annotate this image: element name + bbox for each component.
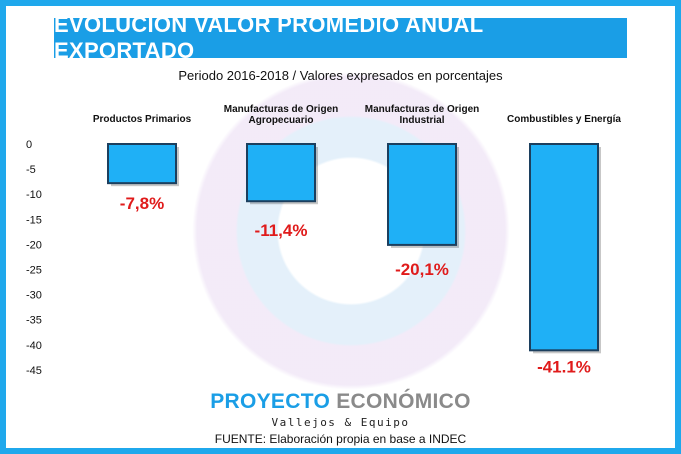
y-tick-label-0: 0 — [26, 139, 32, 151]
y-tick-label-9: -45 — [26, 365, 42, 377]
y-tick-label-1: -5 — [26, 164, 36, 176]
source-note: FUENTE: Elaboración propia en base a IND… — [214, 432, 467, 446]
y-tick-label-7: -35 — [26, 315, 42, 327]
brand-logo-part1: PROYECTO — [210, 390, 337, 413]
y-tick-label-8: -40 — [26, 340, 42, 352]
category-label-1-1: Agropecuario — [248, 115, 313, 126]
bar-1 — [246, 143, 316, 203]
brand-logo: PROYECTO ECONÓMICO — [6, 390, 675, 414]
chart-subtitle: Periodo 2016-2018 / Valores expresados e… — [178, 68, 503, 83]
data-label-0: -7,8% — [120, 194, 164, 213]
category-label-3-0: Combustibles y Energía — [507, 114, 621, 125]
category-label-1-0: Manufacturas de Origen — [224, 104, 338, 115]
bar-chart: 0 -5 -10 -15 -20 -25 -30 -35 -40 -45 Productos Pri… — [26, 104, 621, 377]
brand-logo-part2: ECONÓMICO — [336, 390, 471, 413]
data-label-3: -41.1% — [537, 357, 591, 376]
y-tick-label-4: -20 — [26, 239, 42, 251]
y-tick-label-2: -10 — [26, 189, 42, 201]
y-tick-label-6: -30 — [26, 290, 42, 302]
watermark-logo — [181, 61, 521, 401]
y-tick-label-3: -15 — [26, 214, 42, 226]
y-tick-label-5: -25 — [26, 265, 42, 277]
data-label-2: -20,1% — [395, 260, 449, 279]
bar-3 — [529, 143, 599, 352]
bar-2 — [387, 143, 457, 246]
category-label-2-0: Manufacturas de Origen — [365, 104, 479, 115]
bar-0 — [107, 143, 177, 185]
data-label-1: -11,4% — [255, 221, 308, 240]
category-label-0-0: Productos Primarios — [93, 114, 192, 125]
brand-tagline: Vallejos & Equipo — [271, 416, 410, 429]
category-label-2-1: Industrial — [399, 115, 444, 126]
